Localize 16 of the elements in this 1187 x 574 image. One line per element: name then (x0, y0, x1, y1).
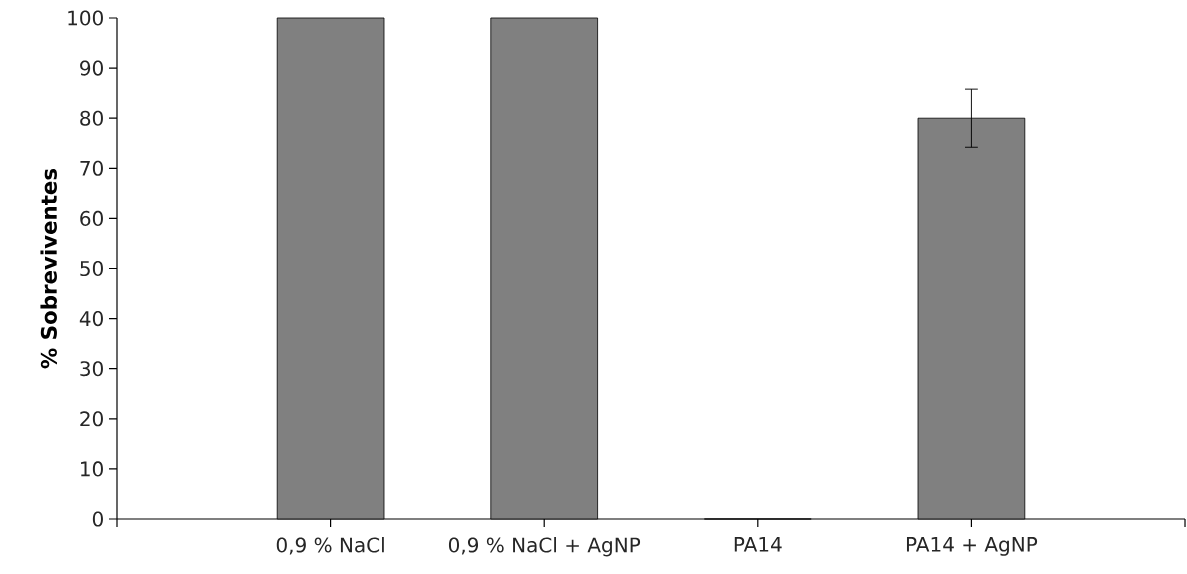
x-tick-label: 0,9 % NaCl + AgNP (448, 537, 641, 557)
y-tick-label: 100 (68, 10, 103, 26)
x-tick-label: PA14 (734, 537, 782, 552)
y-tick-label: 10 (81, 461, 103, 477)
y-tick-label: 60 (80, 210, 103, 226)
y-tick-label: 20 (80, 411, 103, 427)
y-tick-label: 70 (80, 160, 103, 176)
y-tick-label: 30 (80, 361, 103, 377)
y-tick-label: 80 (80, 110, 103, 126)
y-tick-label: 0 (92, 511, 103, 527)
x-tick-label: PA14 + AgNP (906, 537, 1038, 556)
y-axis-title: % Sobreviventes (40, 168, 57, 369)
y-tick-label: 90 (80, 60, 103, 76)
x-tick-label: 0,9 % NaCl (276, 537, 384, 555)
y-tick-label: 50 (80, 260, 103, 277)
y-tick-label: 40 (79, 311, 103, 327)
